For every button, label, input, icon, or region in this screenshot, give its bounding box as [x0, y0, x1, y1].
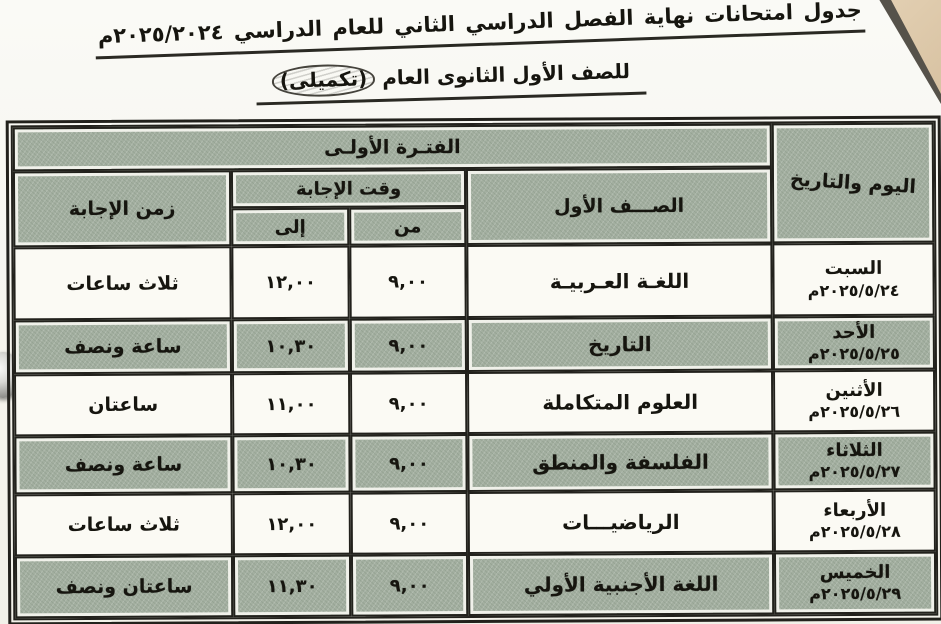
time-to-cell: ١٠,٣٠ [231, 318, 351, 374]
date-value: ٢٠٢٥/٥/٢٨م [808, 522, 901, 542]
day-date-cell: الخميس ٢٠٢٥/٥/٢٩م [773, 551, 937, 615]
time-to-cell: ١٢,٠٠ [232, 492, 351, 556]
day-name: الخميس [819, 561, 891, 584]
day-name: الأثنين [825, 379, 883, 402]
time-to-cell: ١٢,٠٠ [231, 245, 350, 320]
time-from-cell: ٩,٠٠ [349, 245, 467, 319]
page-subtitle: للصف الأول الثانوى العام (تكميلى) [255, 55, 647, 106]
subject-cell: اللغـة العـربيـة [466, 243, 773, 319]
subject-cell: العلوم المتكاملة [467, 370, 774, 435]
column-header-duration: زمن الإجابة [12, 170, 232, 248]
column-header-answer-time: وقت الإجابة [230, 169, 467, 209]
column-header-subject: الصـــف الأول [465, 167, 773, 246]
duration-cell: ساعتان [14, 373, 233, 437]
day-name: السبت [824, 258, 883, 280]
time-to-cell: ١١,٠٠ [232, 372, 351, 436]
time-to-cell: ١١,٣٠ [232, 554, 352, 618]
subtitle-circled-word: (تكميلى) [271, 63, 376, 98]
time-to-cell: ١٠,٣٠ [232, 434, 351, 494]
time-from-cell: ٩,٠٠ [349, 318, 468, 373]
subtitle-text: للصف الأول الثانوى العام [381, 59, 631, 90]
duration-cell: ثلاث ساعات [13, 246, 232, 321]
duration-cell: ساعتان ونصف [14, 555, 234, 619]
duration-cell: ساعة ونصف [14, 435, 233, 495]
day-date-cell: الأثنين ٢٠٢٥/٥/٢٦م [773, 369, 936, 433]
column-header-day-date: اليوم والتاريخ [771, 122, 935, 244]
day-date-cell: السبت ٢٠٢٥/٥/٢٤م [772, 242, 935, 317]
period-header: الفتـرة الأولـى [12, 123, 772, 172]
subject-cell: الفلسفة والمنطق [467, 432, 774, 493]
subject-cell: اللغة الأجنبية الأولي [467, 552, 775, 617]
duration-cell: ساعة ونصف [13, 319, 233, 375]
duration-cell: ثلاث ساعات [14, 493, 233, 557]
date-value: ٢٠٢٥/٥/٢٥م [807, 344, 900, 364]
time-from-cell: ٩,٠٠ [350, 372, 468, 435]
date-value: ٢٠٢٥/٥/٢٦م [808, 402, 901, 422]
day-date-cell: الأحد ٢٠٢٥/٥/٢٥م [772, 315, 936, 371]
column-header-to: إلى [231, 207, 350, 247]
time-from-cell: ٩,٠٠ [350, 492, 468, 555]
date-value: ٢٠٢٥/٥/٢٩م [809, 584, 902, 604]
time-from-cell: ٩,٠٠ [350, 434, 468, 493]
day-name: الثلاثاء [826, 439, 883, 462]
subject-cell: التاريخ [466, 316, 774, 373]
exam-schedule-table: اليوم والتاريخ الفتـرة الأولـى الصـــف ا… [5, 115, 941, 624]
day-date-cell: الثلاثاء ٢٠٢٥/٥/٢٧م [773, 431, 936, 491]
column-header-from: من [349, 207, 467, 246]
page-title: جدول امتحانات نهاية الفصل الدراسي الثاني… [94, 0, 866, 60]
column-header-day-date-label: اليوم والتاريخ [789, 167, 917, 199]
day-name: الأحد [832, 321, 876, 344]
date-value: ٢٠٢٥/٥/٢٤م [807, 280, 900, 301]
date-value: ٢٠٢٥/٥/٢٧م [808, 462, 901, 482]
time-from-cell: ٩,٠٠ [350, 554, 469, 617]
subject-cell: الرياضيـــات [467, 490, 774, 555]
day-date-cell: الأربعاء ٢٠٢٥/٥/٢٨م [773, 489, 936, 553]
day-name: الأربعاء [823, 499, 887, 522]
